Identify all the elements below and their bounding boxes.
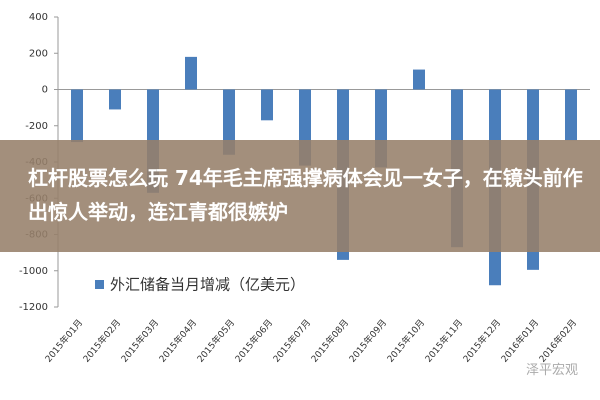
x-tick-label: 2015年04月 xyxy=(156,317,199,365)
x-tick-label: 2016年01月 xyxy=(498,317,541,365)
legend-label: 外汇储备当月增减（亿美元） xyxy=(110,276,305,294)
watermark: 泽平宏观 xyxy=(525,363,578,378)
bar xyxy=(261,89,273,121)
banner: 杠杆股票怎么玩 74年毛主席强撑病体会见一女子，在镜头前作出惊人举动，连江青都很… xyxy=(0,140,600,252)
legend-swatch xyxy=(95,280,104,289)
bar xyxy=(109,89,121,110)
x-tick-label: 2015年07月 xyxy=(270,317,313,365)
x-tick-label: 2015年02月 xyxy=(80,317,123,365)
y-tick-label: -1000 xyxy=(19,266,48,277)
bar xyxy=(185,56,197,90)
bar xyxy=(413,69,425,90)
y-tick-label: -200 xyxy=(25,121,48,132)
bar xyxy=(565,89,577,141)
x-tick-label: 2015年03月 xyxy=(118,317,161,365)
x-tick-label: 2015年11月 xyxy=(422,317,465,365)
x-tick-label: 2015年06月 xyxy=(232,317,275,365)
x-tick-label: 2015年12月 xyxy=(460,317,503,365)
x-tick-label: 2015年09月 xyxy=(346,317,389,365)
x-tick-label: 2016年02月 xyxy=(536,317,579,365)
bar xyxy=(223,89,235,155)
bar xyxy=(71,89,83,143)
y-tick-label: 0 xyxy=(42,85,48,96)
y-tick-label: -1200 xyxy=(19,302,48,313)
y-tick-label: 400 xyxy=(29,12,48,23)
x-tick-label: 2015年08月 xyxy=(308,317,351,365)
x-tick-label: 2015年01月 xyxy=(42,317,85,365)
x-tick-label: 2015年10月 xyxy=(384,317,427,365)
x-tick-label: 2015年05月 xyxy=(194,317,237,365)
y-tick-label: 200 xyxy=(29,48,48,59)
